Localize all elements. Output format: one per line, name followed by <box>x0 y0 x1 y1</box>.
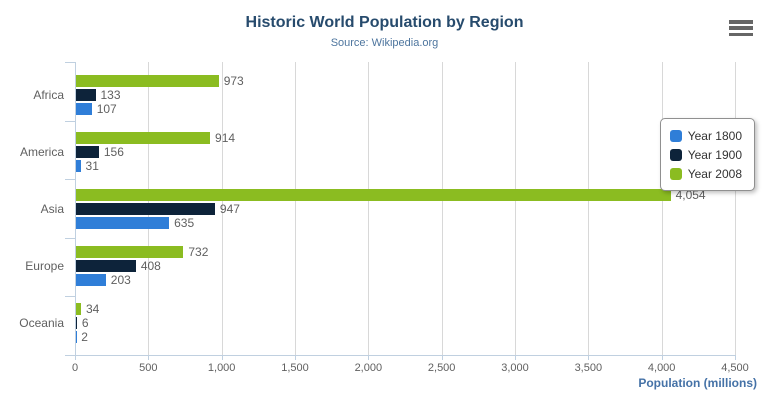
legend-item-year-2008[interactable]: Year 2008 <box>669 164 742 183</box>
bar-value-label: 34 <box>85 302 100 316</box>
bar-value-label: 635 <box>174 216 195 230</box>
bar-africa-year-1900[interactable] <box>76 89 96 101</box>
gridline <box>295 62 296 355</box>
bar-asia-year-2008[interactable] <box>76 189 671 201</box>
bar-value-label: 973 <box>223 74 244 88</box>
gridline <box>515 62 516 355</box>
x-axis-tick-label: 1,000 <box>207 362 236 374</box>
gridline <box>368 62 370 355</box>
bar-oceania-year-1900[interactable] <box>76 317 77 329</box>
x-axis-tick-label: 3,000 <box>501 362 529 374</box>
legend-swatch-year-1900 <box>669 148 682 161</box>
x-axis-tick <box>661 355 663 360</box>
x-axis-tick-label: 0 <box>71 362 79 374</box>
x-axis-tick-label: 1,500 <box>281 362 309 374</box>
x-axis-tick <box>515 355 516 360</box>
bar-asia-year-1800[interactable] <box>76 217 170 229</box>
gridline <box>735 62 736 355</box>
bar-value-label: 947 <box>219 202 240 216</box>
hamburger-bar <box>729 26 753 30</box>
bar-america-year-1800[interactable] <box>76 160 81 172</box>
hamburger-bar <box>729 20 753 24</box>
x-axis-tick-label: 4,000 <box>647 362 676 374</box>
bar-value-label: 133 <box>100 88 121 102</box>
bar-america-year-2008[interactable] <box>76 132 211 144</box>
bar-value-label: 6 <box>81 316 89 330</box>
bar-africa-year-2008[interactable] <box>76 75 219 87</box>
legend-item-year-1800[interactable]: Year 1800 <box>669 126 742 145</box>
x-axis-tick <box>75 355 76 360</box>
bar-value-label: 107 <box>96 102 117 116</box>
y-axis-tick <box>65 237 75 239</box>
x-axis-tick-label: 4,500 <box>721 362 749 374</box>
y-axis-tick <box>65 355 75 356</box>
bar-value-label: 914 <box>215 131 236 145</box>
gridline <box>221 62 223 355</box>
hamburger-bar <box>729 32 753 36</box>
legend-label: Year 1800 <box>687 128 742 143</box>
chart-subtitle: Source: Wikipedia.org <box>330 37 439 49</box>
category-label: Asia <box>40 202 64 216</box>
x-axis-tick <box>295 355 296 360</box>
bar-europe-year-2008[interactable] <box>76 246 184 258</box>
x-axis-tick <box>441 355 443 360</box>
x-axis-tick <box>148 355 150 360</box>
y-axis-tick <box>65 296 75 298</box>
y-axis-line <box>75 62 76 355</box>
category-label: Africa <box>33 88 64 102</box>
hamburger-icon[interactable] <box>729 20 753 36</box>
bar-value-label: 203 <box>110 273 131 287</box>
bar-europe-year-1800[interactable] <box>76 274 106 286</box>
y-axis-tick <box>65 179 75 181</box>
bar-value-label: 4,054 <box>675 188 706 202</box>
x-axis-tick <box>735 355 736 360</box>
legend-label: Year 2008 <box>687 166 742 181</box>
legend: Year 1800 Year 1900 Year 2008 <box>659 118 755 191</box>
bar-value-label: 408 <box>140 259 161 273</box>
y-axis-tick <box>65 120 75 122</box>
gridline <box>441 62 443 355</box>
bar-value-label: 156 <box>103 145 124 159</box>
x-axis-tick-label: 2,000 <box>354 362 383 374</box>
bar-value-label: 732 <box>188 245 209 259</box>
bar-value-label: 2 <box>81 330 88 344</box>
bar-asia-year-1900[interactable] <box>76 203 215 215</box>
x-axis-line <box>75 355 735 356</box>
bar-europe-year-1900[interactable] <box>76 260 136 272</box>
bar-africa-year-1800[interactable] <box>76 103 92 115</box>
x-axis-tick <box>368 355 370 360</box>
chart-title: Historic World Population by Region <box>245 14 524 31</box>
category-label: Oceania <box>19 316 64 330</box>
x-axis-tick-label: 2,500 <box>427 362 456 374</box>
gridline <box>588 62 590 355</box>
x-axis-tick-label: 3,500 <box>574 362 603 374</box>
legend-label: Year 1900 <box>687 147 742 162</box>
bar-value-label: 31 <box>85 159 99 173</box>
x-axis-tick <box>588 355 590 360</box>
category-label: America <box>19 145 64 159</box>
legend-item-year-1900[interactable]: Year 1900 <box>669 145 742 164</box>
bar-america-year-1900[interactable] <box>76 146 99 158</box>
bar-oceania-year-2008[interactable] <box>76 303 81 315</box>
y-axis-tick <box>65 62 75 63</box>
legend-swatch-year-2008 <box>669 167 682 180</box>
legend-swatch-year-1800 <box>669 129 682 142</box>
x-axis-title: Population (millions) <box>638 376 757 390</box>
gridline <box>661 62 663 355</box>
category-label: Europe <box>25 259 64 273</box>
x-axis-tick-label: 500 <box>139 362 158 374</box>
x-axis-tick <box>221 355 223 360</box>
